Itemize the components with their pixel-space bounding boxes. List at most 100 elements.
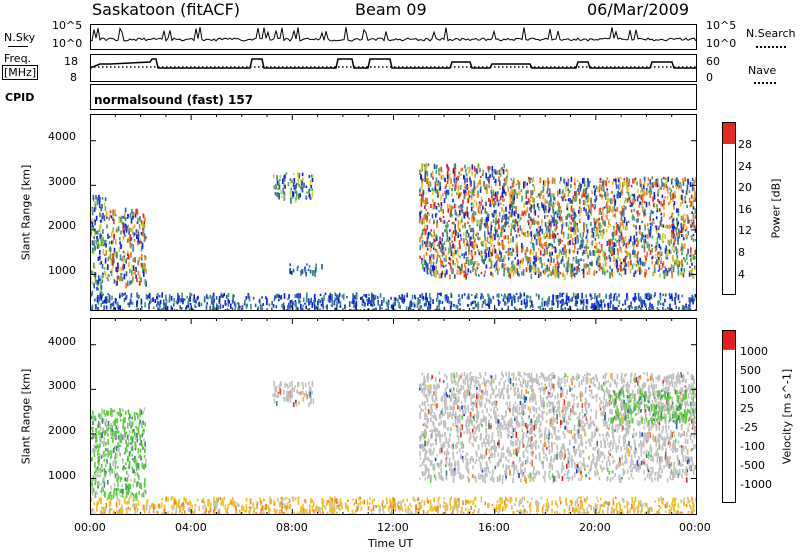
echo-cell	[459, 255, 461, 258]
echo-cell	[98, 453, 101, 456]
echo-cell	[652, 273, 655, 276]
echo-cell	[644, 223, 646, 227]
echo-cell	[553, 246, 555, 249]
echo-cell	[632, 459, 634, 466]
echo-cell	[488, 297, 491, 301]
echo-cell	[509, 248, 512, 251]
echo-cell	[634, 296, 636, 303]
echo-cell	[429, 184, 432, 187]
echo-cell	[576, 259, 579, 264]
echo-cell	[420, 219, 422, 223]
echo-cell	[95, 429, 98, 433]
echo-cell	[116, 452, 118, 459]
echo-cell	[652, 305, 655, 311]
echo-cell	[457, 254, 460, 257]
echo-cell	[274, 295, 276, 300]
echo-cell	[127, 253, 129, 257]
echo-cell	[458, 266, 461, 270]
echo-cell	[560, 250, 563, 255]
echo-cell	[567, 198, 570, 202]
echo-cell	[113, 233, 115, 239]
echo-cell	[624, 308, 627, 311]
echo-cell	[498, 218, 500, 223]
echo-cell	[526, 200, 529, 205]
echo-cell	[576, 179, 579, 182]
echo-cell	[621, 477, 623, 480]
echo-cell	[517, 213, 519, 219]
echo-cell	[516, 221, 518, 224]
echo-cell	[660, 212, 663, 216]
echo-cell	[503, 235, 505, 240]
echo-cell	[95, 240, 98, 245]
echo-cell	[553, 217, 556, 221]
echo-cell	[138, 240, 141, 244]
station-title: Saskatoon (fitACF)	[92, 0, 241, 19]
echo-cell	[613, 225, 615, 230]
echo-cell	[511, 268, 513, 274]
echo-cell	[111, 240, 113, 245]
echo-cell	[99, 220, 102, 223]
echo-cell	[582, 303, 585, 306]
echo-cell	[677, 182, 679, 187]
echo-cell	[473, 244, 476, 249]
echo-cell	[646, 223, 649, 227]
echo-cell	[92, 420, 94, 425]
echo-cell	[663, 176, 665, 180]
echo-cell	[678, 300, 681, 303]
echo-cell	[587, 212, 589, 216]
echo-cell	[623, 209, 625, 216]
echo-cell	[589, 250, 591, 256]
echo-cell	[450, 265, 452, 270]
echo-cell	[144, 263, 146, 270]
echo-cell	[612, 214, 614, 217]
echo-cell	[655, 229, 658, 234]
echo-cell	[497, 255, 499, 261]
echo-cell	[655, 225, 658, 231]
echo-cell	[128, 305, 131, 308]
echo-cell	[468, 166, 471, 172]
echo-cell	[109, 246, 112, 253]
echo-cell	[581, 300, 583, 303]
echo-cell	[119, 488, 121, 494]
echo-cell	[144, 302, 146, 308]
echo-cell	[94, 278, 97, 284]
echo-cell	[346, 296, 348, 299]
echo-cell	[127, 483, 129, 490]
echo-cell	[313, 299, 315, 304]
echo-cell	[435, 213, 437, 218]
echo-cell	[510, 232, 512, 236]
echo-cell	[638, 205, 640, 208]
echo-cell	[637, 306, 639, 310]
echo-cell	[643, 240, 646, 247]
echo-cell	[484, 201, 487, 207]
echo-cell	[631, 214, 634, 220]
echo-cell	[668, 224, 671, 230]
echo-cell	[457, 265, 459, 269]
echo-cell	[680, 184, 682, 191]
echo-cell	[555, 270, 558, 275]
echo-cell	[662, 302, 664, 306]
echo-cell	[694, 294, 697, 298]
echo-cell	[621, 235, 623, 240]
echo-cell	[658, 264, 661, 271]
echo-cell	[627, 252, 630, 256]
echo-cell	[635, 306, 637, 311]
echo-cell	[480, 219, 482, 223]
echo-cell	[425, 219, 428, 223]
echo-cell	[136, 208, 138, 214]
echo-cell	[604, 194, 607, 200]
echo-cell	[616, 261, 618, 267]
echo-cell	[328, 295, 330, 299]
echo-cell	[455, 304, 457, 309]
echo-cell	[632, 194, 635, 197]
echo-cell	[498, 236, 500, 241]
echo-cell	[495, 308, 498, 311]
echo-cell	[97, 456, 100, 461]
echo-cell	[633, 208, 636, 212]
echo-cell	[454, 209, 457, 215]
echo-cell	[641, 244, 643, 249]
echo-cell	[676, 185, 678, 189]
echo-cell	[91, 448, 94, 453]
echo-cell	[143, 255, 146, 258]
echo-cell	[386, 301, 388, 307]
